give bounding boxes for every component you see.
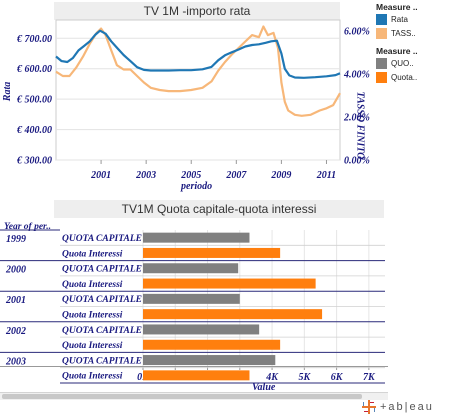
bar-chart-title: TV1M Quota capitale-quota interessi [54,200,384,218]
bar-chart-xlabel: Value [252,382,276,393]
x-tick-label: 2005 [180,170,201,181]
bar-row-label: QUOTA CAPITALE [62,326,142,336]
bar-quota-interessi[interactable] [143,309,323,320]
bar-year-label: 2002 [5,326,26,337]
bar-row-label: QUOTA CAPITALE [62,356,142,366]
y-left-tick-label: € 400.00 [16,125,52,136]
bar-quota-capitale-2002[interactable] [143,324,260,335]
line-chart-title: TV 1M -importo rata [54,2,340,20]
bar-row-label: Quota Interessi [62,249,123,259]
bar-quota-capitale-2001[interactable] [143,293,240,304]
legend-label: Rata [391,14,408,24]
bar-quota-interessi[interactable] [143,247,281,258]
bar-quota-capitale-2003[interactable] [143,355,276,366]
bar-row-label: QUOTA CAPITALE [62,265,142,275]
y-right-tick-label: 6.00% [344,26,370,37]
legend-bottom-item-quota-interessi[interactable]: Quota.. [376,70,450,84]
bar-year-label: 2001 [5,295,26,306]
x-tick-label: 2001 [90,170,111,181]
x-tick-label: 2009 [270,170,291,181]
y-right-tick-label: 4.00% [343,69,370,80]
legend-bottom-item-quota-capitale[interactable]: QUO.. [376,56,450,70]
legend-swatch [376,57,387,69]
y-left-tick-label: € 300.00 [16,156,52,167]
bar-quota-capitale-1999[interactable] [143,232,250,243]
tableau-cross-icon [362,400,376,414]
bar-year-label: 2003 [5,356,26,367]
bar-row-label: QUOTA CAPITALE [62,234,142,244]
legend-swatch [376,13,387,25]
bar-quota-interessi[interactable] [143,370,250,381]
legend-top: Measure .. Rata TASS.. [376,2,450,40]
legend-bottom-title: Measure .. [376,46,418,56]
y-left-tick-label: € 500.00 [16,95,52,106]
bar-quota-interessi[interactable] [143,278,316,289]
bar-x-tick-label: 7K [363,372,376,383]
legend-top-item-rata[interactable]: Rata [376,12,450,26]
line-chart-xlabel: periodo [181,181,213,192]
legend-top-item-tasso[interactable]: TASS.. [376,26,450,40]
bar-year-label: 2000 [5,265,26,276]
horizontal-scrollbar[interactable] [0,392,388,400]
bar-axis-line [0,366,388,367]
y-right-tick-label: 0.00% [344,156,370,167]
legend-label: QUO.. [391,58,414,68]
x-tick-label: 2003 [135,170,156,181]
bar-quota-capitale-2000[interactable] [143,263,239,274]
bar-row-label: Quota Interessi [62,341,123,351]
y-right-tick-label: 2.00% [343,112,370,123]
plot-area [55,19,341,161]
line-chart: € 300.00 € 400.00 € 500.00 € 600.00 € 700.00… [16,19,370,181]
legend-label: TASS.. [391,28,416,38]
scrollbar-thumb[interactable] [2,394,362,399]
legend-bottom: Measure .. QUO.. Quota.. [376,46,450,84]
bar-row-label: Quota Interessi [62,311,123,321]
legend-label: Quota.. [391,72,418,82]
bar-row-label: Quota Interessi [62,280,123,290]
bar-row-label: Quota Interessi [62,372,123,382]
series-line-rata[interactable] [55,29,341,79]
bar-x-tick-label: 6K [331,372,344,383]
series-line-tasso-finito[interactable] [55,25,341,117]
bar-row-label: QUOTA CAPITALE [62,295,142,305]
tableau-logo[interactable]: +ab|eau [362,400,434,414]
bar-chart-row-header: Year of per.. [4,222,51,232]
legend-top-title: Measure .. [376,2,418,12]
bar-x-tick-label: 5K [298,372,311,383]
x-tick-label: 2007 [225,170,247,181]
x-tick-label: 2011 [316,170,336,181]
tableau-wordmark: +ab|eau [380,401,434,413]
bar-year-label: 1999 [6,234,26,245]
y-left-tick-label: € 600.00 [16,64,52,75]
bar-quota-interessi[interactable] [143,339,281,350]
y-left-tick-label: € 700.00 [16,34,52,45]
legend-swatch [376,27,387,39]
bar-x-tick-label: 4K [265,372,279,383]
legend-swatch [376,71,387,83]
